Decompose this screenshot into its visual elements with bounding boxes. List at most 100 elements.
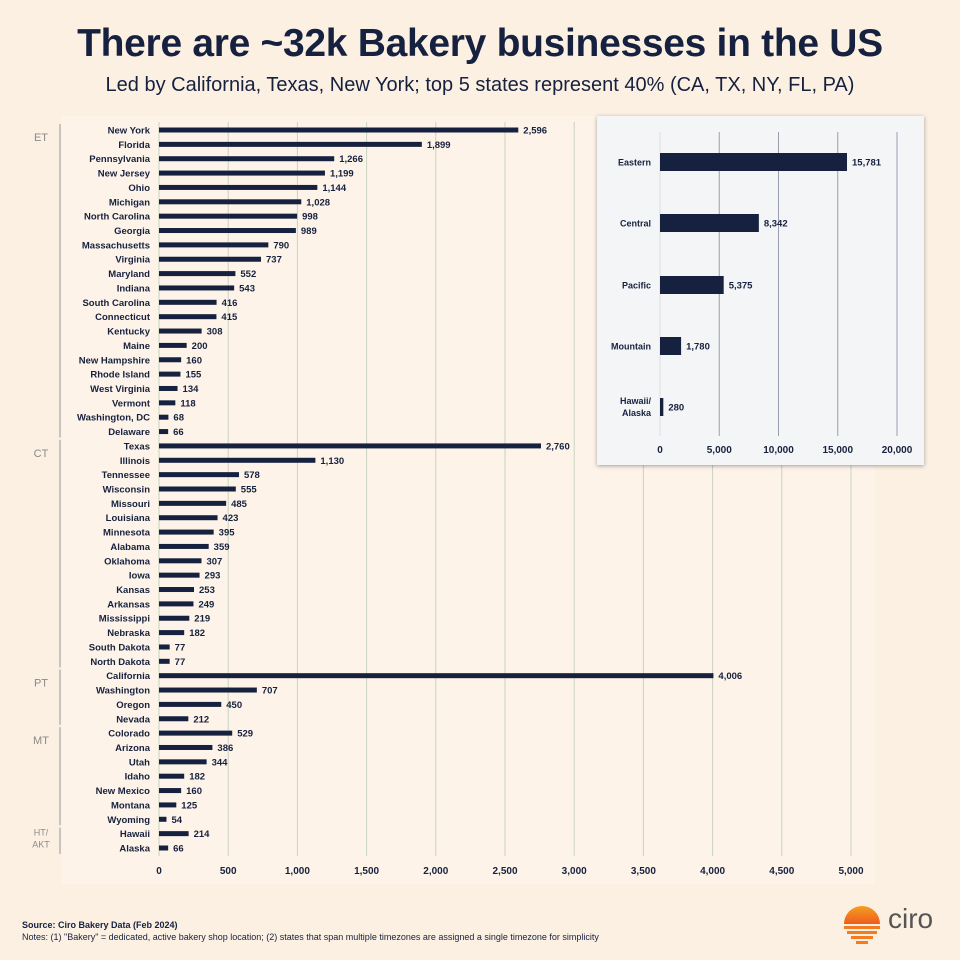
state-label: Washington, DC bbox=[77, 413, 150, 424]
inset-bar-pacific bbox=[660, 276, 724, 294]
bar-ohio bbox=[159, 184, 318, 190]
state-label: Wyoming bbox=[107, 815, 150, 826]
value-label: 989 bbox=[301, 226, 317, 237]
value-label: 77 bbox=[175, 642, 186, 653]
timezone-inset-panel: 0 5,000 10,000 15,000 20,000 Eastern 15,781 Cen… bbox=[597, 116, 924, 465]
group-label: AKT bbox=[32, 840, 50, 850]
state-label: South Dakota bbox=[89, 642, 151, 653]
x-tick-label: 0 bbox=[156, 866, 162, 877]
bar-new-mexico bbox=[159, 788, 182, 794]
inset-x-tick-label: 0 bbox=[657, 445, 663, 456]
state-label: Illinois bbox=[120, 456, 150, 467]
value-label: 552 bbox=[240, 269, 256, 280]
state-label: North Dakota bbox=[90, 657, 150, 668]
inset-x-tick-label: 5,000 bbox=[707, 445, 732, 456]
bar-pennsylvania bbox=[159, 156, 335, 162]
state-label: New Hampshire bbox=[79, 355, 150, 366]
value-label: 1,144 bbox=[322, 183, 346, 194]
bar-wyoming bbox=[159, 816, 167, 822]
state-label: Connecticut bbox=[95, 312, 151, 323]
inset-category-label: Eastern bbox=[618, 158, 651, 168]
bar-oregon bbox=[159, 701, 222, 707]
value-label: 485 bbox=[231, 499, 248, 510]
source-note: Source: Ciro Bakery Data (Feb 2024) bbox=[22, 920, 178, 930]
bar-delaware bbox=[159, 429, 169, 435]
bar-utah bbox=[159, 759, 207, 765]
bar-montana bbox=[159, 802, 177, 808]
inset-value-label: 5,375 bbox=[729, 281, 753, 292]
chart-subtitle: Led by California, Texas, New York; top … bbox=[105, 74, 855, 96]
value-label: 66 bbox=[173, 427, 184, 438]
state-label: New York bbox=[108, 126, 151, 137]
value-label: 1,899 bbox=[427, 140, 451, 151]
value-label: 249 bbox=[198, 599, 214, 610]
inset-bar-eastern bbox=[660, 153, 848, 171]
bar-texas bbox=[159, 443, 541, 449]
value-label: 707 bbox=[262, 686, 278, 697]
state-label: Virginia bbox=[115, 255, 150, 266]
state-label: Iowa bbox=[129, 571, 151, 582]
value-label: 344 bbox=[212, 757, 229, 768]
value-label: 160 bbox=[186, 355, 202, 366]
value-label: 415 bbox=[221, 312, 238, 323]
value-label: 423 bbox=[223, 513, 239, 524]
bar-new-jersey bbox=[159, 170, 325, 176]
bar-iowa bbox=[159, 572, 200, 578]
bar-kansas bbox=[159, 587, 195, 593]
bar-connecticut bbox=[159, 314, 217, 320]
footnotes: Notes: (1) "Bakery" = dedicated, active … bbox=[22, 932, 599, 942]
x-tick-label: 3,500 bbox=[631, 866, 656, 877]
bar-nevada bbox=[159, 716, 189, 722]
value-label: 125 bbox=[181, 800, 198, 811]
x-tick-label: 4,000 bbox=[700, 866, 725, 877]
bar-arkansas bbox=[159, 601, 194, 607]
bar-vermont bbox=[159, 400, 176, 406]
state-label: Oregon bbox=[116, 700, 150, 711]
inset-category-label: Hawaii/ bbox=[620, 396, 652, 406]
state-label: Maryland bbox=[108, 269, 150, 280]
inset-bar-mountain bbox=[660, 337, 682, 355]
value-label: 2,760 bbox=[546, 441, 570, 452]
timezone-bar-chart: 0 5,000 10,000 15,000 20,000 Eastern 15,781 Cen… bbox=[611, 132, 913, 456]
inset-category-label: Alaska bbox=[622, 408, 652, 418]
state-label: Tennessee bbox=[102, 470, 150, 481]
value-label: 529 bbox=[237, 729, 253, 740]
inset-value-label: 15,781 bbox=[852, 158, 882, 169]
state-label: Mississippi bbox=[99, 614, 150, 625]
inset-value-label: 1,780 bbox=[686, 342, 710, 353]
state-label: New Jersey bbox=[98, 169, 151, 180]
value-label: 395 bbox=[219, 528, 236, 539]
bar-north-carolina bbox=[159, 213, 298, 219]
value-label: 160 bbox=[186, 786, 202, 797]
value-label: 77 bbox=[175, 657, 186, 668]
value-label: 214 bbox=[194, 829, 211, 840]
group-label: HT/ bbox=[34, 828, 49, 838]
x-tick-label: 2,500 bbox=[492, 866, 517, 877]
value-label: 212 bbox=[193, 714, 209, 725]
state-label: New Mexico bbox=[96, 786, 151, 797]
x-tick-label: 1,000 bbox=[285, 866, 310, 877]
bar-rhode-island bbox=[159, 371, 181, 377]
value-label: 2,596 bbox=[523, 126, 547, 137]
state-label: Oklahoma bbox=[104, 556, 151, 567]
state-label: Wisconsin bbox=[103, 485, 151, 496]
inset-value-label: 8,342 bbox=[764, 219, 788, 230]
state-label: Utah bbox=[129, 757, 150, 768]
value-label: 66 bbox=[173, 844, 184, 855]
state-label: Michigan bbox=[109, 197, 150, 208]
value-label: 359 bbox=[214, 542, 230, 553]
x-tick-label: 1,500 bbox=[354, 866, 379, 877]
bar-new-york bbox=[159, 127, 519, 133]
bar-illinois bbox=[159, 457, 316, 463]
state-label: Hawaii bbox=[120, 829, 150, 840]
value-label: 386 bbox=[217, 743, 233, 754]
inset-bar-hawaii-alaska bbox=[660, 398, 664, 416]
value-label: 4,006 bbox=[718, 671, 742, 682]
bar-west-virginia bbox=[159, 385, 178, 391]
inset-category-label: Mountain bbox=[611, 342, 651, 352]
value-label: 543 bbox=[239, 283, 255, 294]
state-label: Nebraska bbox=[107, 628, 150, 639]
state-label: Minnesota bbox=[103, 528, 151, 539]
state-label: Washington bbox=[96, 686, 150, 697]
state-label: Maine bbox=[123, 341, 150, 352]
